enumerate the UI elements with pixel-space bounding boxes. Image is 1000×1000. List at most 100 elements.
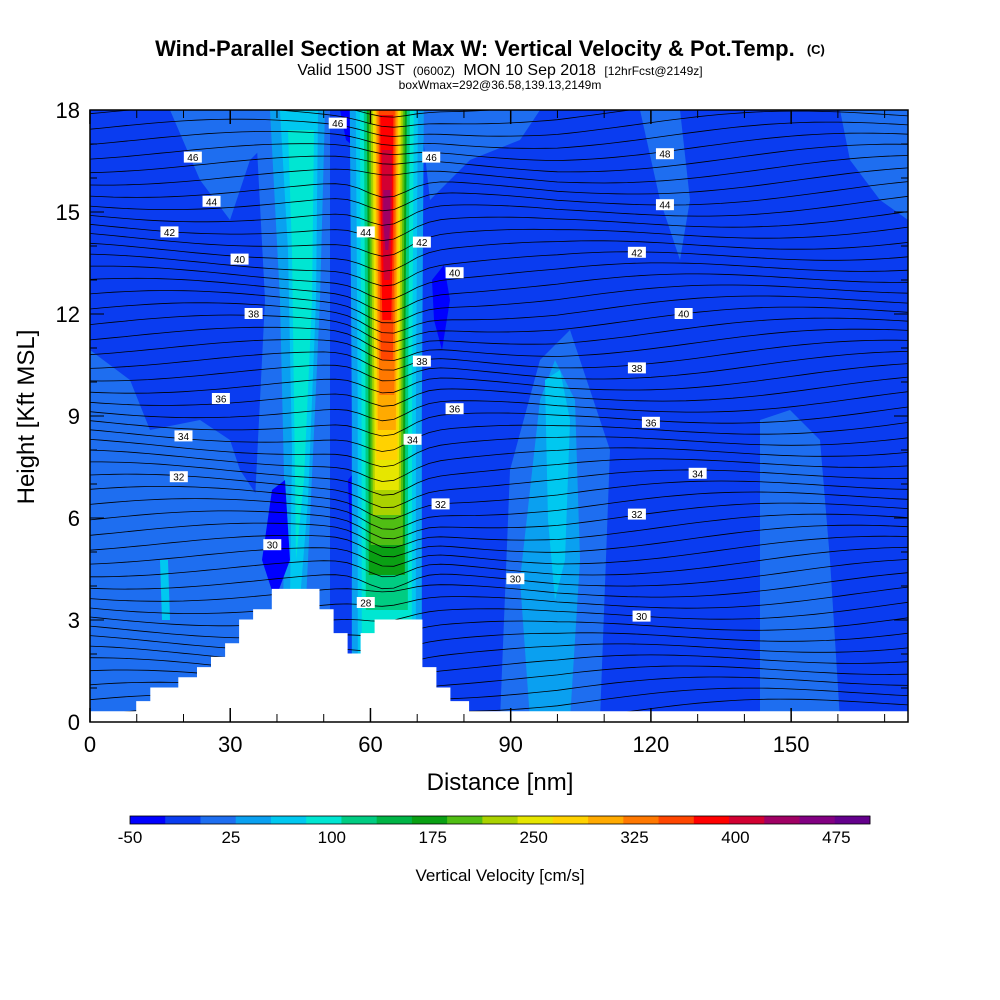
colorbar-swatch-15 — [658, 816, 695, 824]
theta-label-9: 28 — [356, 597, 375, 610]
colorbar-swatch-1 — [165, 816, 201, 824]
theta-line-32 — [90, 306, 908, 343]
theta-label-5: 36 — [211, 393, 230, 406]
y-tick-label-5: 15 — [56, 200, 80, 225]
theta-label-box — [202, 195, 221, 207]
theta-label-14: 38 — [412, 355, 431, 368]
theta-label-20: 48 — [655, 148, 674, 161]
theta-line-42 — [90, 181, 908, 212]
theta-label-16: 34 — [403, 433, 422, 446]
theta-label-text: 40 — [234, 255, 246, 266]
theta-label-box — [422, 151, 441, 163]
theta-line-14 — [90, 524, 908, 558]
theta-label-text: 46 — [187, 153, 199, 164]
theta-line-29 — [90, 339, 908, 371]
velocity-region-5 — [640, 110, 690, 260]
theta-label-box — [655, 148, 674, 160]
theta-label-box — [356, 226, 375, 238]
colorbar-swatch-13 — [588, 816, 624, 824]
theta-line-47 — [90, 121, 908, 149]
colorbar-swatch-14 — [623, 816, 659, 824]
theta-line-44 — [90, 155, 908, 186]
colorbar-frame — [129, 815, 871, 825]
theta-label-text: 30 — [510, 575, 522, 586]
theta-label-11: 44 — [356, 226, 375, 239]
theta-label-13: 40 — [445, 267, 464, 280]
y-axis-label: Height [Kft MSL] — [13, 330, 40, 505]
theta-label-box — [211, 393, 230, 404]
title-mark: (C) — [807, 42, 825, 57]
theta-label-6: 34 — [174, 430, 193, 443]
theta-label-text: 44 — [659, 201, 671, 212]
theta-label-box — [263, 539, 282, 551]
y-tick-label-2: 6 — [68, 506, 80, 531]
theta-label-text: 38 — [416, 357, 428, 368]
theta-label-text: 30 — [636, 612, 648, 623]
theta-label-28: 30 — [632, 610, 651, 623]
theta-label-box — [632, 610, 651, 622]
theta-label-17: 32 — [431, 498, 450, 511]
colorbar-swatch-18 — [764, 816, 800, 824]
theta-label-12: 42 — [412, 236, 431, 249]
theta-line-27 — [90, 363, 908, 394]
theta-label-box — [403, 433, 422, 445]
theta-label-text: 34 — [407, 435, 419, 446]
theta-line-7 — [90, 617, 908, 639]
colorbar-swatch-16 — [693, 816, 730, 824]
theta-line-49 — [90, 110, 633, 128]
theta-line-28 — [90, 351, 908, 382]
theta-label-18: 30 — [506, 573, 525, 586]
theta-line-15 — [90, 513, 908, 549]
colorbar-tick-5: 325 — [620, 828, 648, 847]
theta-label-text: 44 — [360, 228, 372, 239]
theta-line-16 — [90, 502, 908, 540]
theta-label-21: 44 — [655, 199, 674, 212]
theta-label-box — [412, 355, 431, 367]
theta-label-8: 30 — [263, 539, 282, 552]
theta-label-text: 40 — [449, 269, 461, 280]
theta-label-text: 38 — [631, 364, 643, 375]
theta-label-text: 36 — [449, 405, 461, 416]
theta-line-46 — [90, 132, 908, 162]
theta-label-box — [506, 573, 525, 585]
terrain-profile — [90, 588, 908, 722]
theta-line-8 — [90, 601, 908, 627]
theta-label-text: 42 — [631, 248, 643, 259]
theta-line-10 — [90, 572, 908, 602]
theta-label-10: 46 — [328, 117, 347, 130]
theta-label-box — [169, 471, 188, 483]
theta-label-26: 34 — [688, 467, 707, 480]
velocity-region-13 — [160, 560, 170, 620]
theta-label-25: 36 — [641, 416, 660, 429]
theta-label-box — [674, 308, 693, 319]
theta-line-19 — [90, 469, 908, 509]
theta-label-text: 32 — [631, 510, 643, 521]
theta-label-0: 46 — [183, 151, 202, 164]
theta-label-22: 42 — [627, 246, 646, 259]
plot-area: 46 44 42 40 38 36 34 32 30 28 46 44 42 40 38 36 34 32 30 46… — [90, 110, 908, 722]
colorbar-tick-4: 250 — [519, 828, 547, 847]
theta-label-box — [445, 403, 464, 415]
colorbar-swatch-8 — [411, 816, 448, 824]
theta-label-1: 44 — [202, 195, 221, 208]
colorbar-tick-6: 400 — [721, 828, 749, 847]
x-tick-label-4: 120 — [633, 732, 670, 757]
chart-subtitle: Valid 1500 JST (0600Z) MON 10 Sep 2018 [… — [297, 62, 702, 79]
theta-labels: 46 44 42 40 38 36 34 32 30 28 46 44 42 40 38 36 34 32 30 46… — [160, 117, 707, 623]
theta-line-40 — [90, 211, 908, 242]
theta-label-text: 46 — [332, 119, 344, 130]
velocity-region-12 — [545, 370, 570, 600]
velocity-region-6 — [760, 410, 840, 720]
theta-label-text: 34 — [178, 432, 190, 443]
colorbar-tick-2: 100 — [318, 828, 346, 847]
x-tick-label-3: 90 — [498, 732, 522, 757]
colorbar-swatch-3 — [235, 816, 272, 824]
theta-label-7: 32 — [169, 471, 188, 484]
y-tick-label-3: 9 — [68, 404, 80, 429]
theta-label-text: 28 — [360, 599, 372, 610]
theta-label-box — [431, 498, 450, 510]
theta-label-box — [627, 362, 646, 374]
theta-label-box — [655, 199, 674, 211]
